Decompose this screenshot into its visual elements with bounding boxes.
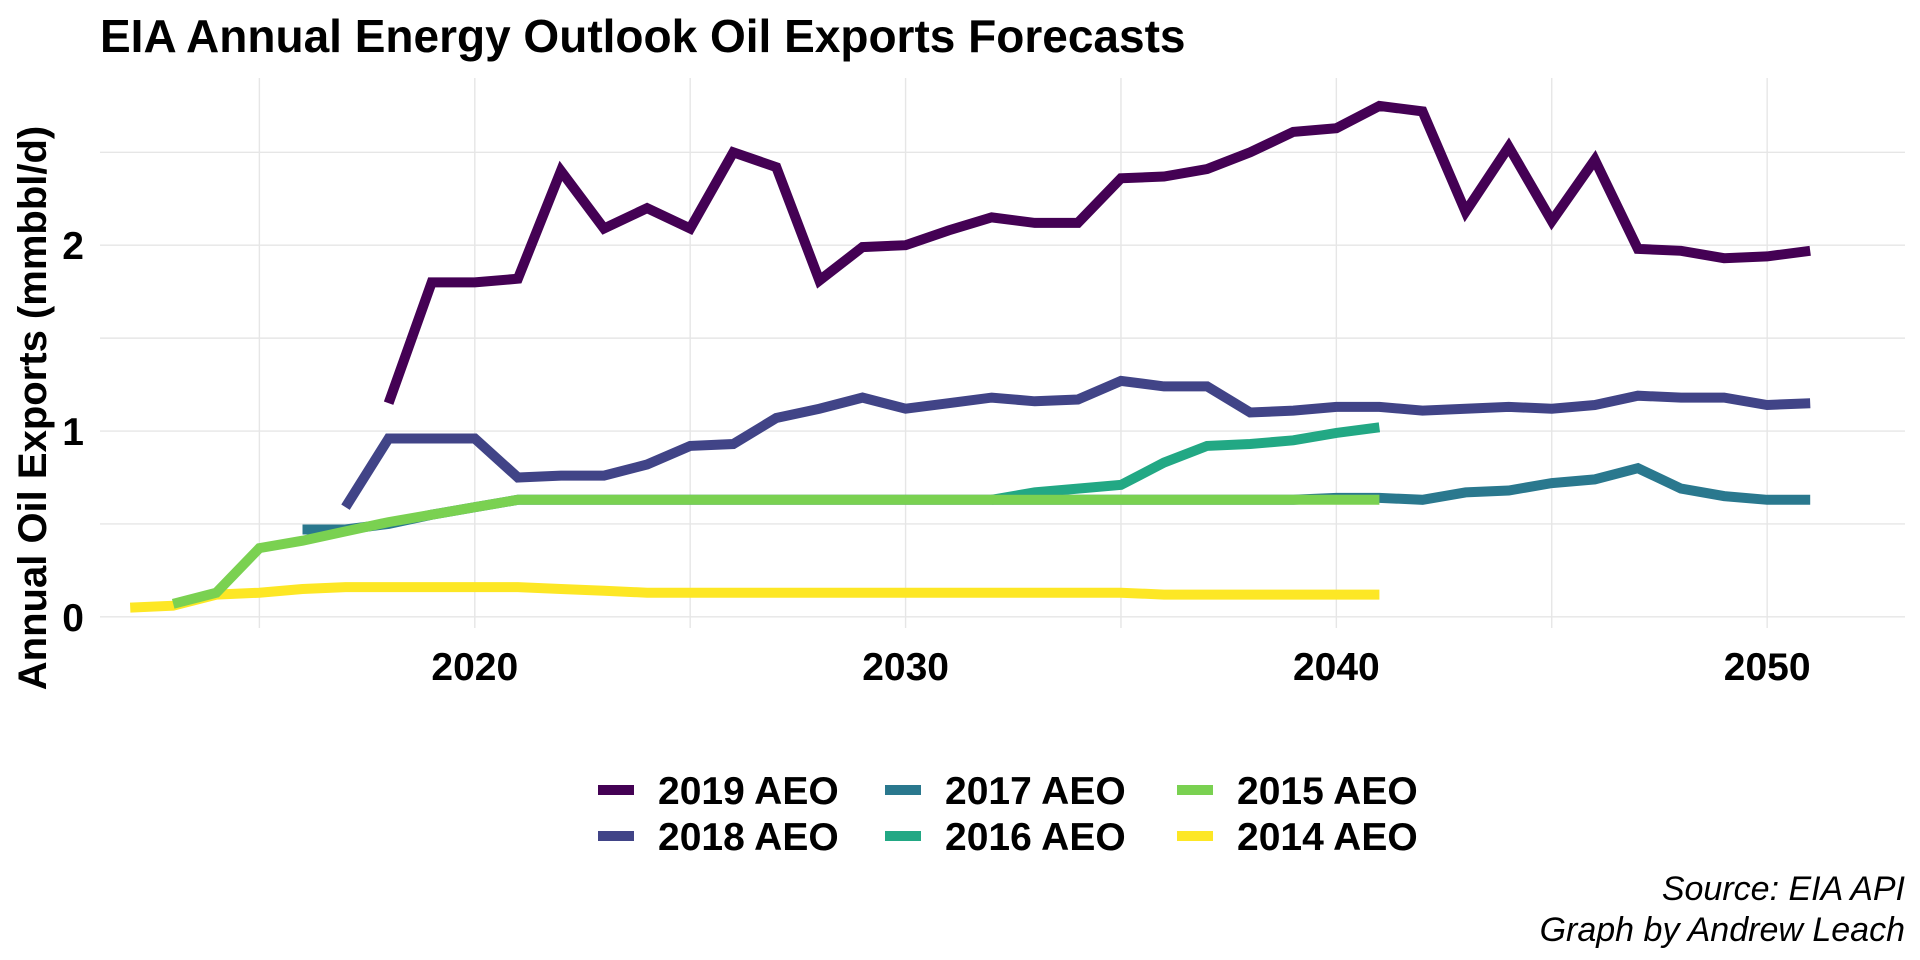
legend-item: 2019 AEO	[598, 770, 839, 813]
series-line-2014-aeo	[129, 582, 1380, 613]
legend-label: 2018 AEO	[658, 816, 839, 859]
caption: Source: EIA API Graph by Andrew Leach	[1540, 870, 1906, 949]
x-tick-label: 2030	[862, 646, 949, 689]
legend-item: 2016 AEO	[885, 816, 1126, 859]
legend-label: 2014 AEO	[1237, 816, 1418, 859]
gridlines	[100, 78, 1905, 628]
y-axis-ticks: 0 1 2	[62, 225, 84, 640]
y-tick-label: 0	[62, 597, 84, 640]
legend-item: 2014 AEO	[1177, 816, 1418, 859]
plot-series	[129, 100, 1811, 613]
y-tick-label: 1	[62, 411, 84, 454]
series-line-2018-aeo	[341, 375, 1811, 510]
legend-item: 2018 AEO	[598, 816, 839, 859]
legend-label: 2019 AEO	[658, 770, 839, 813]
x-tick-label: 2050	[1724, 646, 1811, 689]
x-axis-ticks: 2020 2030 2040 2050	[431, 646, 1810, 689]
y-tick-label: 2	[62, 225, 84, 268]
legend-item: 2017 AEO	[885, 770, 1126, 813]
y-axis-label: Annual Oil Exports (mmbbl/d)	[11, 126, 55, 690]
caption-credit: Graph by Andrew Leach	[1540, 911, 1905, 949]
legend-label: 2016 AEO	[945, 816, 1126, 859]
legend-item: 2015 AEO	[1177, 770, 1418, 813]
legend-label: 2017 AEO	[945, 770, 1126, 813]
x-tick-label: 2020	[431, 646, 518, 689]
caption-source: Source: EIA API	[1662, 870, 1906, 908]
series-line-2016-aeo	[990, 422, 1381, 505]
series-line-2019-aeo	[383, 100, 1811, 405]
chart-title: EIA Annual Energy Outlook Oil Exports Fo…	[100, 10, 1185, 62]
x-tick-label: 2040	[1293, 646, 1380, 689]
series-line-2015-aeo	[171, 494, 1380, 609]
legend-label: 2015 AEO	[1237, 770, 1418, 813]
